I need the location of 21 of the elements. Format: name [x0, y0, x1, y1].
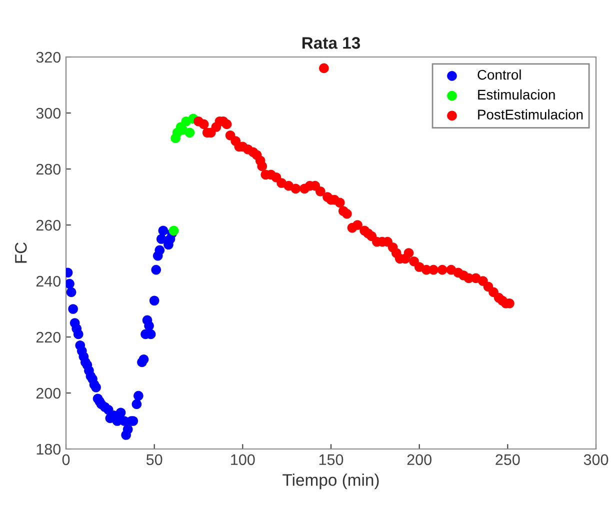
y-tick-label: 260 — [36, 220, 61, 231]
x-tick-label: 300 — [584, 454, 608, 466]
legend-label: Estimulacion — [478, 89, 555, 100]
y-tick-label: 300 — [36, 108, 61, 119]
y-tick-label: 280 — [36, 164, 61, 175]
y-tick-label: 180 — [36, 444, 61, 455]
chart-title: Rata 13 — [302, 37, 360, 49]
x-tick-label: 50 — [146, 454, 162, 466]
y-tick-label: 320 — [36, 52, 61, 63]
y-axis-title: FC — [15, 242, 27, 263]
y-tick-label: 220 — [36, 332, 61, 343]
y-tick-label: 200 — [36, 388, 61, 399]
legend-label: PostEstimulacion — [478, 109, 583, 120]
y-tick-label: 240 — [36, 276, 61, 287]
legend-label: Control — [478, 70, 521, 80]
x-axis-title: Tiempo (min) — [282, 474, 379, 490]
x-tick-label: 200 — [407, 454, 432, 466]
x-tick-label: 250 — [496, 454, 520, 466]
x-tick-label: 100 — [231, 454, 255, 466]
x-tick-label: 0 — [62, 454, 70, 466]
x-tick-label: 150 — [319, 454, 344, 466]
